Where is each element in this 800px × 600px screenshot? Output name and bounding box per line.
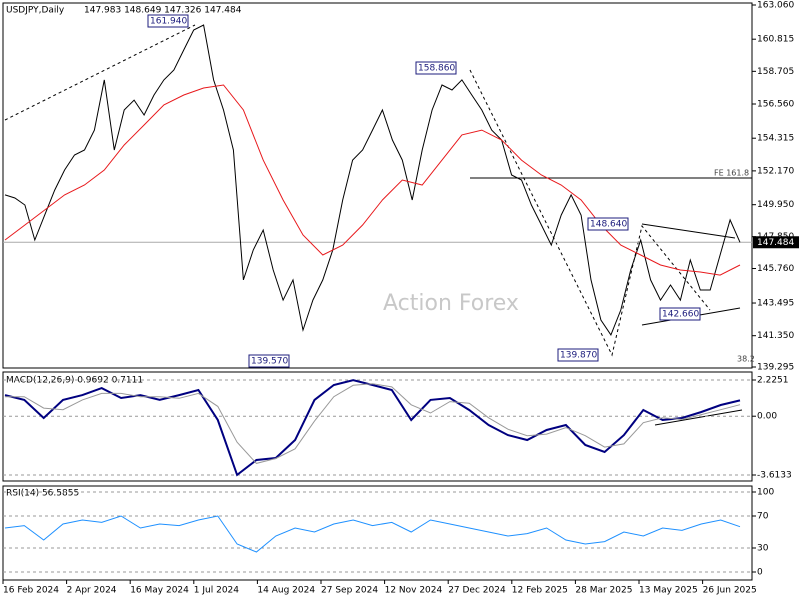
series-line: [4, 24, 741, 336]
price-label-box: [587, 217, 629, 231]
y-tick-label: 100: [757, 488, 774, 498]
x-tick-label: 16 Feb 2024: [3, 586, 59, 596]
price-label-box: [557, 348, 599, 362]
macd-panel: [2, 371, 753, 482]
y-tick-label: 149.950: [757, 200, 794, 210]
y-tick-label: 163.060: [757, 1, 794, 11]
y-tick-label: 152.170: [757, 166, 794, 176]
series-line: [4, 379, 741, 477]
x-tick-label: 16 May 2024: [130, 586, 189, 596]
y-tick-label: 145.760: [757, 264, 794, 274]
annotation: 158.860: [418, 64, 455, 74]
x-tick-label: 14 Aug 2024: [257, 586, 315, 596]
y-tick-label: 143.495: [757, 299, 794, 309]
rsi-title: RSI(14) 56.5855: [6, 489, 79, 499]
annotation: 139.570: [251, 357, 288, 367]
x-tick-label: 1 Jul 2024: [194, 586, 239, 596]
x-tick-label: 26 Jun 2025: [703, 586, 757, 596]
y-tick-label: 154.315: [757, 134, 794, 144]
x-tick-label: 28 Mar 2025: [575, 586, 632, 596]
y-tick-label: 0.00: [757, 412, 777, 422]
current-price-label: 147.484: [757, 238, 794, 248]
chart-title: USDJPY,Daily: [6, 6, 65, 16]
x-tick-label: 2 Apr 2024: [67, 586, 117, 596]
x-tick-label: 27 Sep 2024: [321, 586, 378, 596]
price-panel: [2, 2, 753, 369]
y-tick-label: 139.295: [757, 363, 794, 373]
watermark: Action Forex: [383, 291, 519, 316]
y-tick-label: 160.815: [757, 35, 794, 45]
y-tick-label: 141.350: [757, 331, 794, 341]
current-price-box: [753, 236, 799, 249]
annotation: 139.870: [560, 351, 597, 361]
annotation: FE 161.8: [714, 169, 749, 178]
y-tick-label: 2.2251: [757, 376, 789, 386]
price-label-box: [415, 61, 457, 75]
annotation: 148.640: [590, 220, 627, 230]
y-tick-label: 30: [757, 544, 769, 554]
price-label-box: [147, 14, 189, 28]
y-tick-label: 0: [757, 568, 763, 578]
rsi-panel: [2, 485, 753, 581]
series-line: [4, 84, 741, 276]
trend-line: [469, 69, 711, 357]
y-tick-label: 70: [757, 512, 769, 522]
price-label-box: [659, 307, 701, 321]
series-line: [4, 515, 741, 553]
price-label-box: [248, 354, 290, 368]
y-tick-label: 158.705: [757, 67, 794, 77]
annotation: 161.940: [150, 17, 187, 27]
series-line: [5, 383, 741, 464]
x-tick-label: 12 Feb 2025: [512, 586, 568, 596]
macd-trend: [654, 409, 743, 426]
annotation: 38.2: [737, 355, 755, 364]
ohlc: 147.983 148.649 147.326 147.484: [84, 6, 242, 16]
annotation: 142.660: [662, 310, 699, 320]
x-tick-label: 12 Nov 2024: [385, 586, 443, 596]
x-tick-label: 13 May 2025: [639, 586, 698, 596]
x-tick-label: 27 Dec 2024: [448, 586, 506, 596]
y-tick-label: 156.560: [757, 100, 794, 110]
macd-title: MACD(12,26,9) 0.9692 0.7111: [6, 376, 143, 386]
y-tick-label: -3.6133: [757, 471, 792, 481]
